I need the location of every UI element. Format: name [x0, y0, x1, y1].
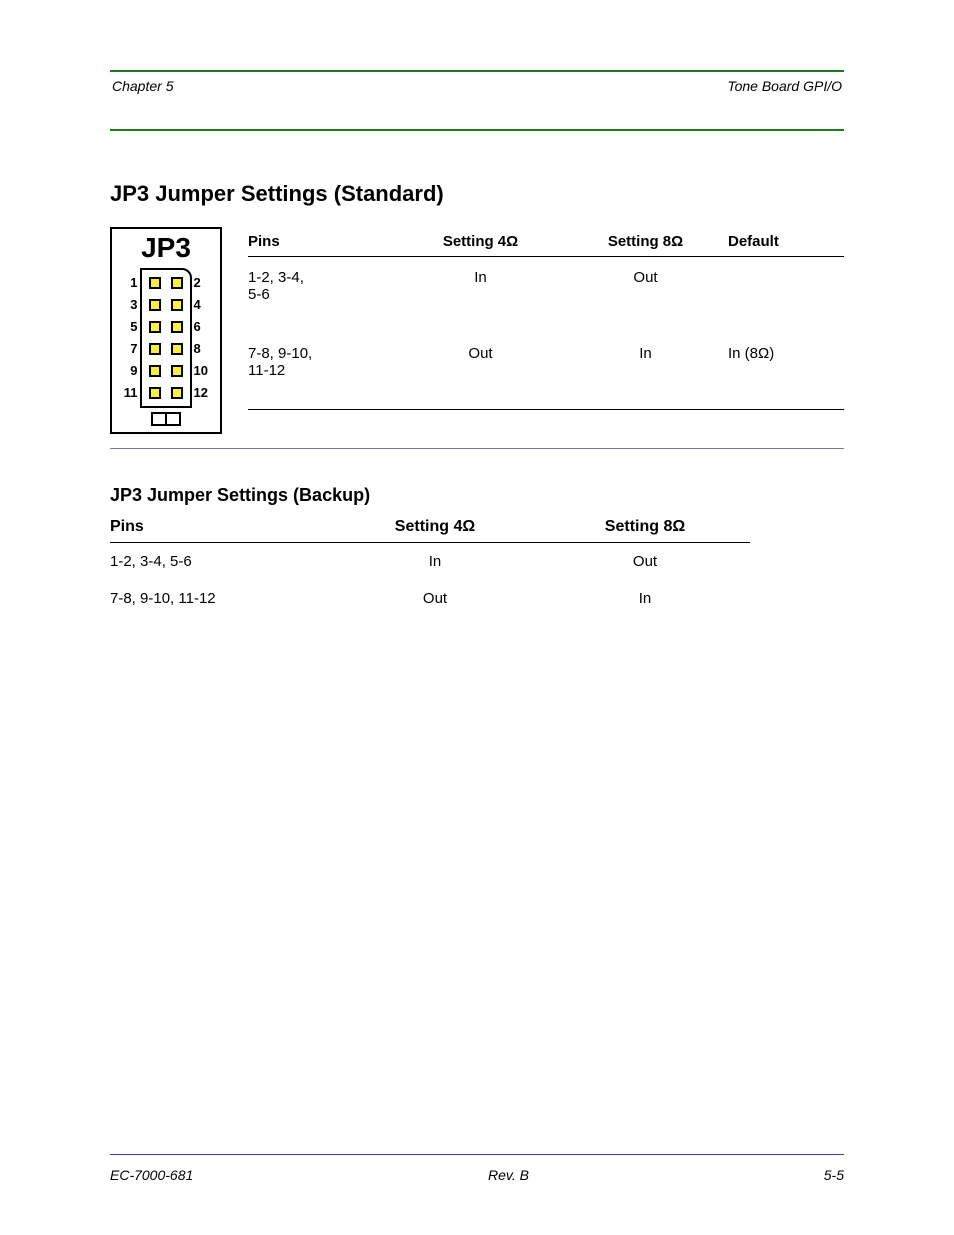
top-rule-2	[110, 129, 844, 131]
pin-pad	[166, 272, 188, 294]
page-footer: EC-7000-681 Rev. B 5-5	[110, 1167, 844, 1183]
pin-num: 2	[194, 272, 211, 294]
col-8ohm: Setting 8Ω	[540, 518, 750, 536]
pin-num: 9	[122, 360, 138, 382]
header-right: Tone Board GPI/O	[727, 78, 842, 94]
jp3-settings-table: Pins Setting 4Ω Setting 8Ω Default 1-2, …	[248, 227, 844, 410]
section-divider	[110, 448, 844, 449]
col-pins: Pins	[110, 518, 330, 536]
table-row: 1-2, 3-4, 5-6 In Out	[110, 543, 750, 580]
pin-num: 11	[122, 382, 138, 404]
pin-num: 5	[122, 316, 138, 338]
document-page: Chapter 5 Tone Board GPI/O JP3 Jumper Se…	[0, 0, 954, 1235]
cell-8ohm: In	[563, 345, 728, 362]
cell-default: In (8Ω)	[728, 345, 844, 362]
table-body: 1-2, 3-4, 5-6 In Out 7-8, 9-10, 11-12 Ou…	[248, 257, 844, 409]
pin-pad	[166, 316, 188, 338]
cell-8ohm: In	[540, 590, 750, 607]
pin-grid	[140, 268, 192, 408]
backup-table-title: JP3 Jumper Settings (Backup)	[110, 485, 844, 506]
pin-num: 10	[194, 360, 211, 382]
table-row: 7-8, 9-10, 11-12 Out In In (8Ω)	[248, 333, 844, 409]
col-4ohm: Setting 4Ω	[398, 233, 563, 250]
cell-8ohm: Out	[540, 553, 750, 570]
pin-pad	[166, 294, 188, 316]
pin-pad	[166, 338, 188, 360]
pin-pad	[144, 382, 166, 404]
jumper-cap-icon	[151, 412, 181, 426]
pin-pad	[166, 382, 188, 404]
cell-pins: 7-8, 9-10, 11-12	[248, 345, 398, 379]
table-row: 7-8, 9-10, 11-12 Out In	[110, 580, 750, 617]
cell-4ohm: Out	[330, 590, 540, 607]
pin-num: 4	[194, 294, 211, 316]
pin-grid-wrap: 1 3 5 7 9 11	[122, 268, 211, 408]
header-left: Chapter 5	[112, 78, 173, 94]
pin-numbers-left: 1 3 5 7 9 11	[122, 272, 138, 404]
col-4ohm: Setting 4Ω	[330, 518, 540, 536]
cell-pins: 1-2, 3-4, 5-6	[248, 269, 398, 303]
pin-pad	[144, 272, 166, 294]
cell-4ohm: In	[330, 553, 540, 570]
table-row: 1-2, 3-4, 5-6 In Out	[248, 257, 844, 333]
pin-num: 1	[122, 272, 138, 294]
page-header: Chapter 5 Tone Board GPI/O	[110, 72, 844, 94]
footer-center: Rev. B	[488, 1167, 529, 1183]
footer-left: EC-7000-681	[110, 1167, 193, 1183]
pin-numbers-right: 2 4 6 8 10 12	[194, 272, 211, 404]
pin-pad	[144, 294, 166, 316]
jumper-label: JP3	[115, 233, 217, 264]
pin-num: 7	[122, 338, 138, 360]
pin-num: 6	[194, 316, 211, 338]
section-body: JP3 1 3 5 7 9 11	[110, 227, 844, 434]
pin-num: 8	[194, 338, 211, 360]
jp3-backup-table: Pins Setting 4Ω Setting 8Ω 1-2, 3-4, 5-6…	[110, 512, 750, 617]
table-header-row: Pins Setting 4Ω Setting 8Ω Default	[248, 227, 844, 257]
cell-4ohm: Out	[398, 345, 563, 362]
cell-8ohm: Out	[563, 269, 728, 286]
pin-num: 3	[122, 294, 138, 316]
pin-num: 12	[194, 382, 211, 404]
jumper-jp3-diagram: JP3 1 3 5 7 9 11	[110, 227, 222, 434]
cell-4ohm: In	[398, 269, 563, 286]
pin-pad	[166, 360, 188, 382]
cell-pins: 7-8, 9-10, 11-12	[110, 590, 330, 607]
table-header-row: Pins Setting 4Ω Setting 8Ω	[110, 512, 750, 543]
col-8ohm: Setting 8Ω	[563, 233, 728, 250]
pin-pad	[144, 338, 166, 360]
footer-right: 5-5	[824, 1167, 844, 1183]
footer-rule	[110, 1154, 844, 1155]
col-pins: Pins	[248, 233, 398, 250]
pin-pad	[144, 360, 166, 382]
pin-pad	[144, 316, 166, 338]
table-bottom-rule	[248, 409, 844, 410]
cell-pins: 1-2, 3-4, 5-6	[110, 553, 330, 570]
table-body: 1-2, 3-4, 5-6 In Out 7-8, 9-10, 11-12 Ou…	[110, 543, 750, 617]
jumper-inner: 1 3 5 7 9 11	[115, 268, 217, 426]
col-default: Default	[728, 233, 844, 250]
section-title: JP3 Jumper Settings (Standard)	[110, 181, 844, 207]
